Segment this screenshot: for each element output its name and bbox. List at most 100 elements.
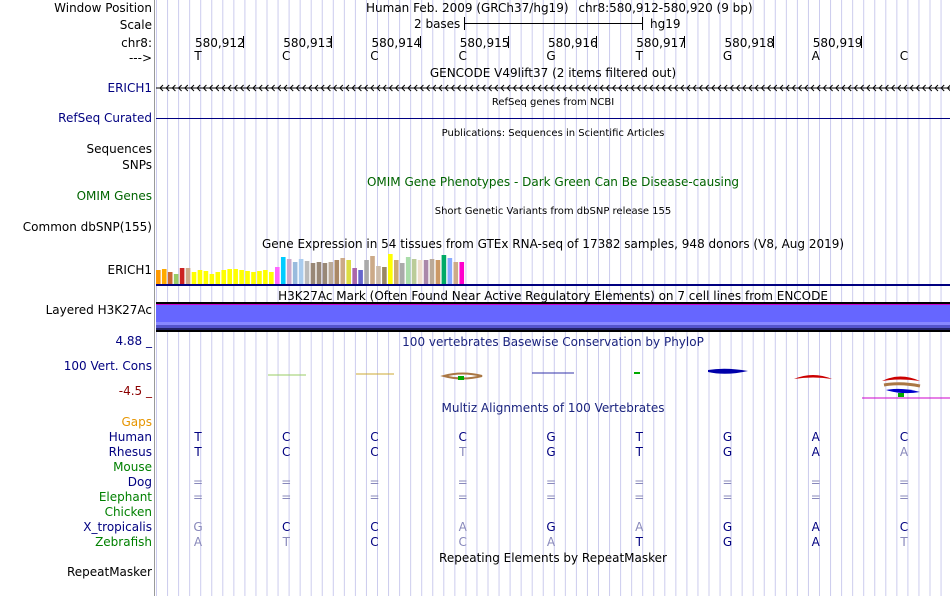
strand-chevron	[636, 84, 641, 92]
label-gencode-erich1[interactable]: ERICH1	[107, 81, 153, 95]
strand-chevron	[729, 84, 734, 92]
gtex-tissue-bar	[364, 260, 369, 284]
gtex-tissue-bar	[179, 268, 185, 284]
gtex-track-title: Gene Expression in 54 tissues from GTEx …	[261, 237, 845, 251]
label-phylop-min: -4.5 _	[118, 384, 152, 398]
label-cons[interactable]: 100 Vert. Cons	[63, 359, 152, 373]
phylop-conservation-plot[interactable]	[156, 362, 950, 402]
gtex-tissue-bar	[316, 262, 322, 284]
sequence-base: C	[282, 49, 291, 63]
strand-chevron	[320, 84, 325, 92]
ruler-tick-label: 580,918	[724, 36, 775, 50]
erich1-gene-feature[interactable]	[156, 81, 950, 95]
strand-chevron	[661, 84, 666, 92]
gtex-tissue-bar	[322, 263, 328, 284]
aligned-base: T	[194, 430, 202, 444]
strand-chevron	[568, 84, 573, 92]
label-gtex-erich1[interactable]: ERICH1	[107, 263, 153, 277]
strand-chevron	[866, 84, 871, 92]
strand-chevron	[401, 84, 406, 92]
strand-chevron	[717, 84, 722, 92]
aligned-base: C	[899, 520, 909, 534]
aligned-base: C	[282, 430, 291, 444]
aligned-base: C	[370, 430, 379, 444]
species-label: Chicken	[104, 505, 152, 519]
strand-chevron	[835, 84, 840, 92]
ruler-tick-label: 580,916	[548, 36, 598, 50]
refseq-gene-line[interactable]	[156, 118, 950, 119]
strand-chevron	[698, 84, 703, 92]
strand-chevron	[853, 84, 858, 92]
gtex-tissue-bar	[435, 260, 441, 284]
strand-chevron	[779, 84, 784, 92]
strand-chevron	[363, 84, 368, 92]
gtex-tissue-bar	[286, 259, 292, 284]
aligned-base: T	[635, 445, 643, 459]
strand-chevron	[475, 84, 480, 92]
label-refseq[interactable]: RefSeq Curated	[58, 111, 152, 125]
gtex-tissue-bar	[346, 260, 351, 284]
label-phylop-max: 4.88 _	[115, 334, 152, 348]
label-scale: Scale	[119, 18, 152, 32]
strand-chevron	[531, 84, 536, 92]
ruler-tick	[419, 36, 421, 48]
dbsnp-track-title: Short Genetic Variants from dbSNP releas…	[434, 206, 672, 217]
gtex-tissue-bar	[423, 260, 429, 284]
h3k27ac-signal[interactable]	[156, 302, 950, 332]
strand-chevron	[667, 84, 672, 92]
strand-chevron	[500, 84, 505, 92]
label-window-position: Window Position	[54, 1, 152, 15]
strand-chevron	[704, 84, 709, 92]
strand-chevron	[264, 84, 269, 92]
strand-chevron	[314, 84, 319, 92]
label-sequences[interactable]: Sequences	[86, 142, 152, 156]
strand-chevron	[897, 84, 902, 92]
aligned-base: A	[899, 445, 909, 459]
gtex-tissue-bar	[221, 270, 227, 284]
label-repeatmasker[interactable]: RepeatMasker	[66, 565, 152, 579]
strand-chevron	[227, 84, 232, 92]
strand-chevron	[549, 84, 554, 92]
label-h3k27ac[interactable]: Layered H3K27Ac	[45, 303, 152, 317]
aligned-base: =	[369, 490, 380, 504]
gtex-tissue-bar	[328, 262, 334, 284]
strand-chevron	[438, 84, 443, 92]
gtex-tissue-bar	[382, 267, 387, 284]
gtex-tissue-bar	[167, 272, 173, 284]
strand-chevron	[921, 84, 926, 92]
strand-chevron	[946, 84, 950, 92]
strand-chevron	[748, 84, 753, 92]
h3k27ac-track-title: H3K27Ac Mark (Often Found Near Active Re…	[278, 289, 828, 303]
species-label: X_tropicalis	[83, 520, 152, 534]
ruler-tick	[772, 36, 774, 48]
aligned-base: G	[546, 430, 556, 444]
strand-chevron	[370, 84, 375, 92]
strand-chevron	[618, 84, 623, 92]
label-dbsnp[interactable]: Common dbSNP(155)	[22, 220, 152, 234]
sequence-base: T	[194, 49, 202, 63]
label-omim[interactable]: OMIM Genes	[76, 189, 152, 203]
strand-chevron	[680, 84, 685, 92]
sequence-base: A	[811, 49, 820, 63]
assembly-title: Human Feb. 2009 (GRCh37/hg19) chr8:580,9…	[366, 1, 753, 15]
strand-chevron	[196, 84, 201, 92]
gtex-tissue-bar	[334, 260, 340, 284]
aligned-base: =	[722, 490, 733, 504]
label-strand[interactable]: --->	[128, 51, 152, 65]
aligned-base: G	[722, 520, 733, 534]
strand-chevron	[890, 84, 895, 92]
strand-chevron	[605, 84, 610, 92]
strand-chevron	[760, 84, 765, 92]
label-snps[interactable]: SNPs	[122, 158, 152, 172]
aligned-base: A	[811, 520, 820, 534]
scale-text: 2 bases	[414, 17, 461, 31]
ruler-tick	[331, 36, 333, 48]
gtex-tissue-bar	[405, 257, 411, 284]
aligned-base: C	[282, 445, 291, 459]
gtex-bar-chart[interactable]	[156, 252, 556, 284]
sequence-base: G	[546, 49, 556, 63]
ruler-tick	[596, 36, 597, 48]
aligned-base: =	[898, 490, 910, 504]
sequence-base: C	[899, 49, 909, 63]
strand-chevron	[233, 84, 238, 92]
